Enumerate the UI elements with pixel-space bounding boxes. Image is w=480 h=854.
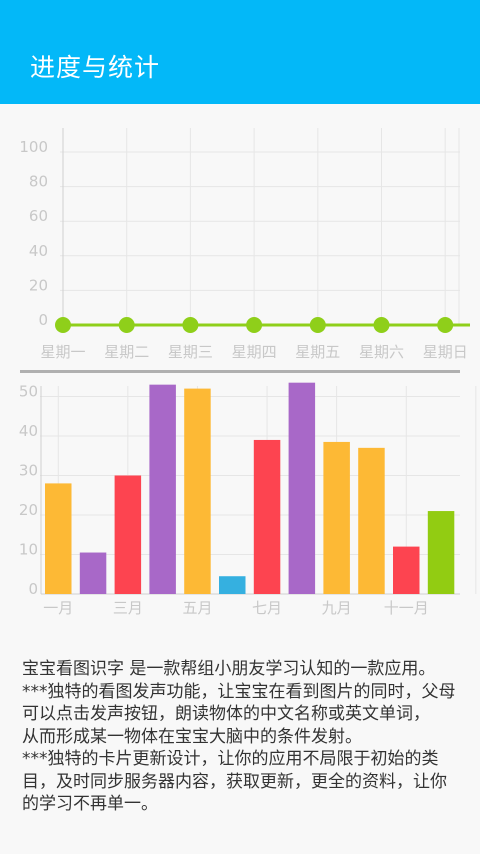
bar	[149, 384, 176, 594]
monthly-stats-bar-chart: 0 10 20 30 40 50 一月 三月 五月 七月 九月 十一月	[19, 382, 477, 617]
data-point	[437, 317, 454, 333]
x-tick-label: 星期四	[232, 343, 277, 361]
y-tick-label: 100	[19, 138, 48, 156]
x-tick-label: 十一月	[384, 599, 429, 617]
x-tick-label: 星期二	[104, 343, 149, 361]
x-tick-label: 九月	[322, 599, 352, 617]
bar	[45, 483, 72, 594]
x-tick-label: 星期一	[40, 343, 85, 361]
y-tick-label: 0	[38, 311, 48, 329]
data-point	[309, 317, 326, 333]
y-tick-label: 50	[19, 383, 38, 401]
bar	[184, 388, 211, 594]
chart-divider	[20, 370, 460, 373]
y-tick-label: 10	[19, 541, 38, 559]
x-tick-label: 七月	[252, 599, 282, 617]
bar	[393, 546, 420, 594]
data-point	[182, 317, 199, 333]
y-tick-label: 30	[19, 462, 38, 480]
y-tick-label: 40	[29, 242, 48, 260]
x-tick-label: 星期日	[423, 343, 468, 361]
bar	[288, 382, 316, 594]
x-tick-label: 星期三	[168, 343, 213, 361]
x-tick-label: 一月	[43, 599, 73, 617]
data-point	[373, 317, 390, 333]
y-tick-label: 20	[19, 501, 38, 519]
x-tick-label: 星期五	[295, 343, 340, 361]
y-tick-label: 20	[29, 276, 48, 294]
x-tick-label: 五月	[182, 599, 212, 617]
data-point	[55, 317, 71, 333]
bar	[253, 439, 281, 594]
bar	[358, 447, 385, 594]
app-description: 宝宝看图识字 是一款帮组小朋友学习认知的一款应用。 ***独特的看图发声功能，让…	[22, 659, 456, 814]
x-tick-label: 星期六	[359, 343, 404, 361]
x-tick-label: 三月	[113, 599, 143, 617]
data-point	[246, 317, 263, 333]
weekly-progress-line-chart: 0 20 40 60 80 100 星期一 星期二 星期三 星期四 星期五 星期六 星期日	[19, 128, 470, 361]
app-bar: 进度与统计	[0, 0, 480, 104]
y-tick-label: 60	[29, 207, 48, 225]
data-point	[118, 317, 135, 333]
y-tick-label: 80	[29, 173, 48, 191]
page-title: 进度与统计	[30, 53, 161, 82]
bar	[219, 576, 246, 594]
y-tick-label: 0	[28, 580, 38, 598]
y-tick-label: 40	[19, 422, 38, 440]
bar	[323, 441, 350, 594]
bar	[79, 552, 107, 594]
bar	[114, 475, 142, 594]
bar	[427, 511, 455, 594]
